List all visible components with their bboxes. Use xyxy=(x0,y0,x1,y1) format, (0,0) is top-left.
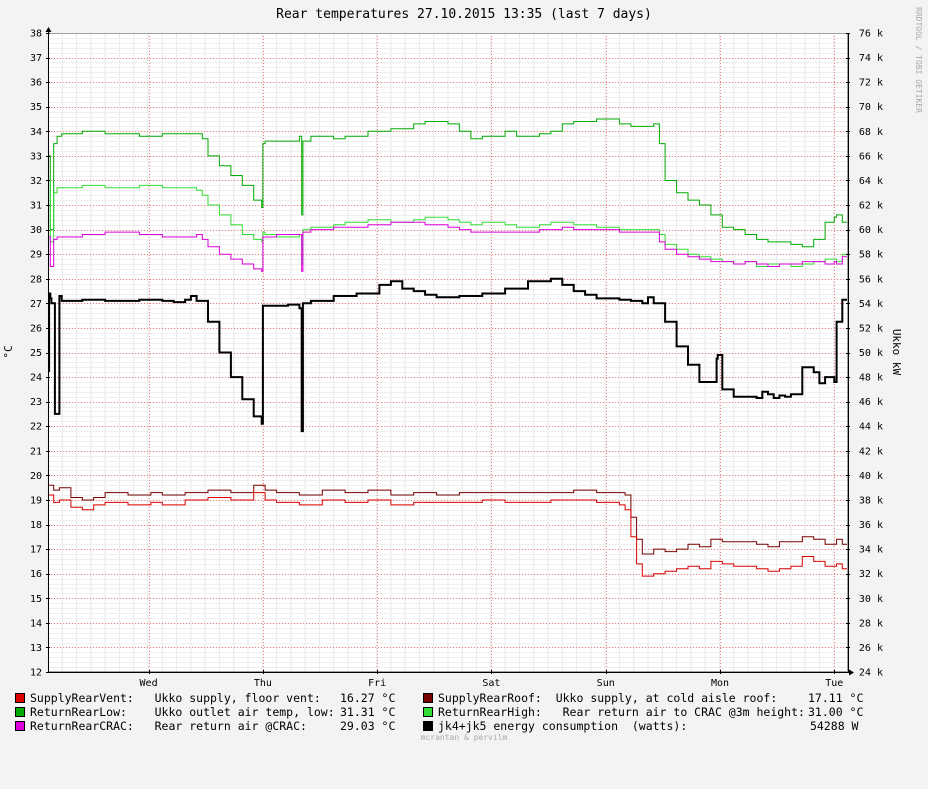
series-line-jk4-jk5-energy-consumption-watts- xyxy=(48,277,848,433)
y-tick-label: 15 xyxy=(30,594,42,605)
x-tick-label: Sun xyxy=(597,678,615,689)
y-tick-label: 12 xyxy=(30,668,42,679)
y-tick-label: 34 xyxy=(30,127,42,138)
y2-tick-label: 56 k xyxy=(859,274,883,285)
y2-tick-label: 24 k xyxy=(859,668,883,679)
y-axis-label: °C xyxy=(2,345,15,358)
y-tick-label: 16 xyxy=(30,569,42,580)
y2-tick-label: 60 k xyxy=(859,225,883,236)
y-tick-label: 32 xyxy=(30,176,42,187)
chart: 12 13 14 15 16 17 18 19 20 21 22 23 24 25 26 27 28 29 30 31… xyxy=(2,7,923,742)
x-tick-label: Sat xyxy=(482,678,500,689)
series-line-supplyrearroof xyxy=(48,484,849,555)
y-tick-label: 21 xyxy=(30,446,42,457)
x-tick-label: Fri xyxy=(368,678,386,689)
y-tick-label: 25 xyxy=(30,348,42,359)
y-tick-label: 18 xyxy=(30,520,42,531)
y-tick-label: 14 xyxy=(30,618,42,629)
y-tick-label: 30 xyxy=(30,225,42,236)
y-tick-label: 23 xyxy=(30,397,42,408)
y2-tick-label: 38 k xyxy=(859,495,883,506)
y-tick-label: 22 xyxy=(30,422,42,433)
y-tick-label: 35 xyxy=(30,102,42,113)
rrdtool-credit: RRDTOOL / TOBI OETIKER xyxy=(914,7,923,113)
y-tick-label: 19 xyxy=(30,495,42,506)
y2-tick-label: 76 k xyxy=(859,29,883,40)
chart-title: Rear temperatures 27.10.2015 13:35 (last… xyxy=(276,7,652,22)
y2-tick-label: 68 k xyxy=(859,127,883,138)
y-tick-label: 29 xyxy=(30,250,42,261)
y2-tick-label: 74 k xyxy=(859,53,883,64)
y2-tick-label: 64 k xyxy=(859,176,883,187)
y2-tick-label: 40 k xyxy=(859,471,883,482)
y2-tick-label: 54 k xyxy=(859,299,883,310)
y-tick-label: 26 xyxy=(30,323,42,334)
x-tick-label: Tue xyxy=(825,678,843,689)
author-credit: mcrantan & pervilm xyxy=(421,733,508,742)
y-tick-label: 13 xyxy=(30,643,42,654)
y2-tick-label: 72 k xyxy=(859,78,883,89)
y-tick-label: 17 xyxy=(30,545,42,556)
series-line-returnrearlow xyxy=(48,118,849,248)
y-tick-label: 37 xyxy=(30,53,42,64)
y2-tick-label: 46 k xyxy=(859,397,883,408)
y2-tick-label: 42 k xyxy=(859,446,883,457)
axes: 12 13 14 15 16 17 18 19 20 21 22 23 24 25 26 27 28 29 30 31… xyxy=(30,27,883,689)
y2-tick-label: 48 k xyxy=(859,373,883,384)
y2-tick-label: 70 k xyxy=(859,102,883,113)
y-tick-label: 24 xyxy=(30,373,42,384)
y-tick-label: 31 xyxy=(30,201,42,212)
x-tick-label: Wed xyxy=(140,678,158,689)
series-line-returnrearcrac xyxy=(48,221,849,272)
y-tick-label: 38 xyxy=(30,29,42,40)
x-tick-label: Mon xyxy=(711,678,729,689)
y-tick-label: 28 xyxy=(30,274,42,285)
y2-tick-label: 34 k xyxy=(859,545,883,556)
y2-tick-label: 36 k xyxy=(859,520,883,531)
y2-tick-label: 32 k xyxy=(859,569,883,580)
y2-tick-label: 44 k xyxy=(859,422,883,433)
series-lines xyxy=(48,118,849,577)
y-tick-label: 33 xyxy=(30,151,42,162)
y-axis-arrow xyxy=(45,27,52,32)
y2-tick-label: 52 k xyxy=(859,323,883,334)
grid xyxy=(47,33,849,673)
y2-tick-label: 50 k xyxy=(859,348,883,359)
y2-tick-label: 66 k xyxy=(859,151,883,162)
y2-axis-label: Ukko kW xyxy=(890,329,903,376)
x-tick-label: Thu xyxy=(254,678,272,689)
y2-tick-label: 62 k xyxy=(859,201,883,212)
y-tick-label: 27 xyxy=(30,299,42,310)
y-tick-label: 36 xyxy=(30,78,42,89)
y2-tick-label: 58 k xyxy=(859,250,883,261)
series-line-supplyrearvent xyxy=(48,492,849,577)
y2-tick-label: 26 k xyxy=(859,643,883,654)
x-axis-arrow xyxy=(849,669,854,676)
y-tick-label: 20 xyxy=(30,471,42,482)
y2-tick-label: 30 k xyxy=(859,594,883,605)
y2-tick-label: 28 k xyxy=(859,618,883,629)
